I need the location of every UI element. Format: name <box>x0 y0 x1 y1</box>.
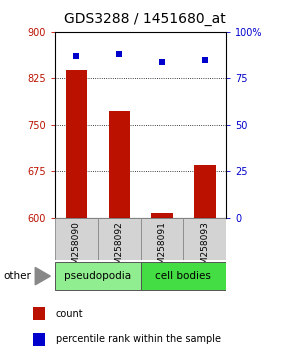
Text: GSM258093: GSM258093 <box>200 221 209 276</box>
Text: other: other <box>3 271 31 281</box>
Text: GDS3288 / 1451680_at: GDS3288 / 1451680_at <box>64 12 226 27</box>
Bar <box>108 110 130 218</box>
Bar <box>33 333 45 346</box>
Text: GSM258091: GSM258091 <box>157 221 166 276</box>
Text: pseudopodia: pseudopodia <box>64 271 131 281</box>
Bar <box>151 213 173 218</box>
Bar <box>55 218 98 260</box>
Polygon shape <box>35 268 50 285</box>
Point <box>202 57 207 63</box>
Point <box>74 53 79 59</box>
Text: GSM258090: GSM258090 <box>72 221 81 276</box>
Point <box>117 51 122 57</box>
Text: percentile rank within the sample: percentile rank within the sample <box>56 334 221 344</box>
Bar <box>141 218 184 260</box>
Bar <box>98 218 141 260</box>
Bar <box>194 165 215 218</box>
Bar <box>55 262 141 290</box>
Point <box>160 59 164 64</box>
Bar <box>66 70 87 218</box>
Bar <box>33 307 45 320</box>
Text: count: count <box>56 309 83 319</box>
Text: GSM258092: GSM258092 <box>115 221 124 276</box>
Bar <box>141 262 226 290</box>
Text: cell bodies: cell bodies <box>155 271 211 281</box>
Bar <box>184 218 226 260</box>
